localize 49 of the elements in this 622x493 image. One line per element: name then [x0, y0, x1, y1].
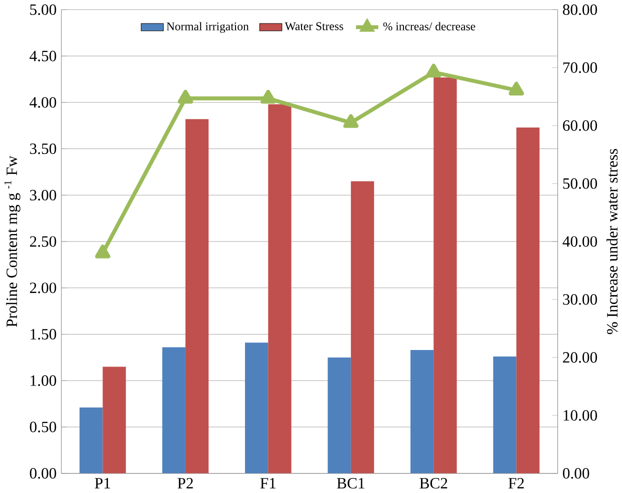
y2-tick-label: 20.00	[563, 352, 597, 363]
legend-label: Water Stress	[284, 22, 344, 30]
y2-tick-label: 70.00	[563, 62, 597, 74]
x-tick-label: BC1	[336, 478, 364, 489]
legend-label: % increas/ decrease	[383, 22, 476, 30]
bar	[328, 358, 351, 474]
bar	[268, 104, 292, 474]
bar	[516, 128, 540, 474]
bar	[102, 366, 126, 474]
bar	[245, 342, 268, 474]
y-tick-label: 2.50	[30, 236, 56, 247]
x-tick-label: F1	[260, 478, 276, 488]
y-tick-label: 4.50	[30, 50, 56, 62]
point	[260, 90, 276, 104]
y2-tick-label: 0.00	[562, 468, 590, 479]
point	[508, 82, 524, 96]
y-tick-label: 3.00	[30, 190, 56, 201]
y-tick-label: 5.00	[30, 4, 56, 16]
y2-axis-title: % Increase under water stress	[606, 149, 618, 334]
bar	[80, 408, 103, 474]
x-tick-label: F2	[508, 478, 524, 488]
y-tick-label: 2.00	[30, 282, 56, 294]
point	[343, 114, 359, 128]
bar	[162, 347, 186, 474]
bar	[185, 119, 209, 474]
bar	[434, 77, 457, 474]
y2-tick-label: 40.00	[562, 236, 597, 247]
point	[426, 64, 442, 78]
y2-tick-label: 60.00	[563, 120, 597, 131]
bar	[410, 350, 434, 474]
y-axis-title: Proline Content mg g $^{-1}$ Fw	[4, 156, 20, 328]
bar	[493, 356, 516, 474]
legend-label: Normal irrigation	[166, 22, 249, 33]
bar	[350, 181, 374, 474]
y-tick-label: 3.50	[30, 144, 56, 154]
y-tick-label: 4.00	[30, 97, 56, 108]
x-tick-label: BC2	[420, 478, 448, 489]
y-tick-label: 0.00	[30, 468, 56, 479]
y-tick-label: 1.00	[30, 375, 56, 386]
y2-tick-label: 10.00	[564, 410, 597, 421]
point	[178, 90, 194, 104]
y-tick-label: 0.50	[30, 422, 56, 432]
y2-tick-label: 80.00	[562, 4, 597, 16]
point	[95, 244, 110, 258]
x-tick-label: P2	[178, 478, 193, 488]
y-tick-label: 1.50	[30, 329, 56, 340]
x-tick-label: P1	[94, 478, 110, 488]
y2-tick-label: 50.00	[563, 178, 597, 189]
y2-tick-label: 30.00	[563, 294, 597, 305]
